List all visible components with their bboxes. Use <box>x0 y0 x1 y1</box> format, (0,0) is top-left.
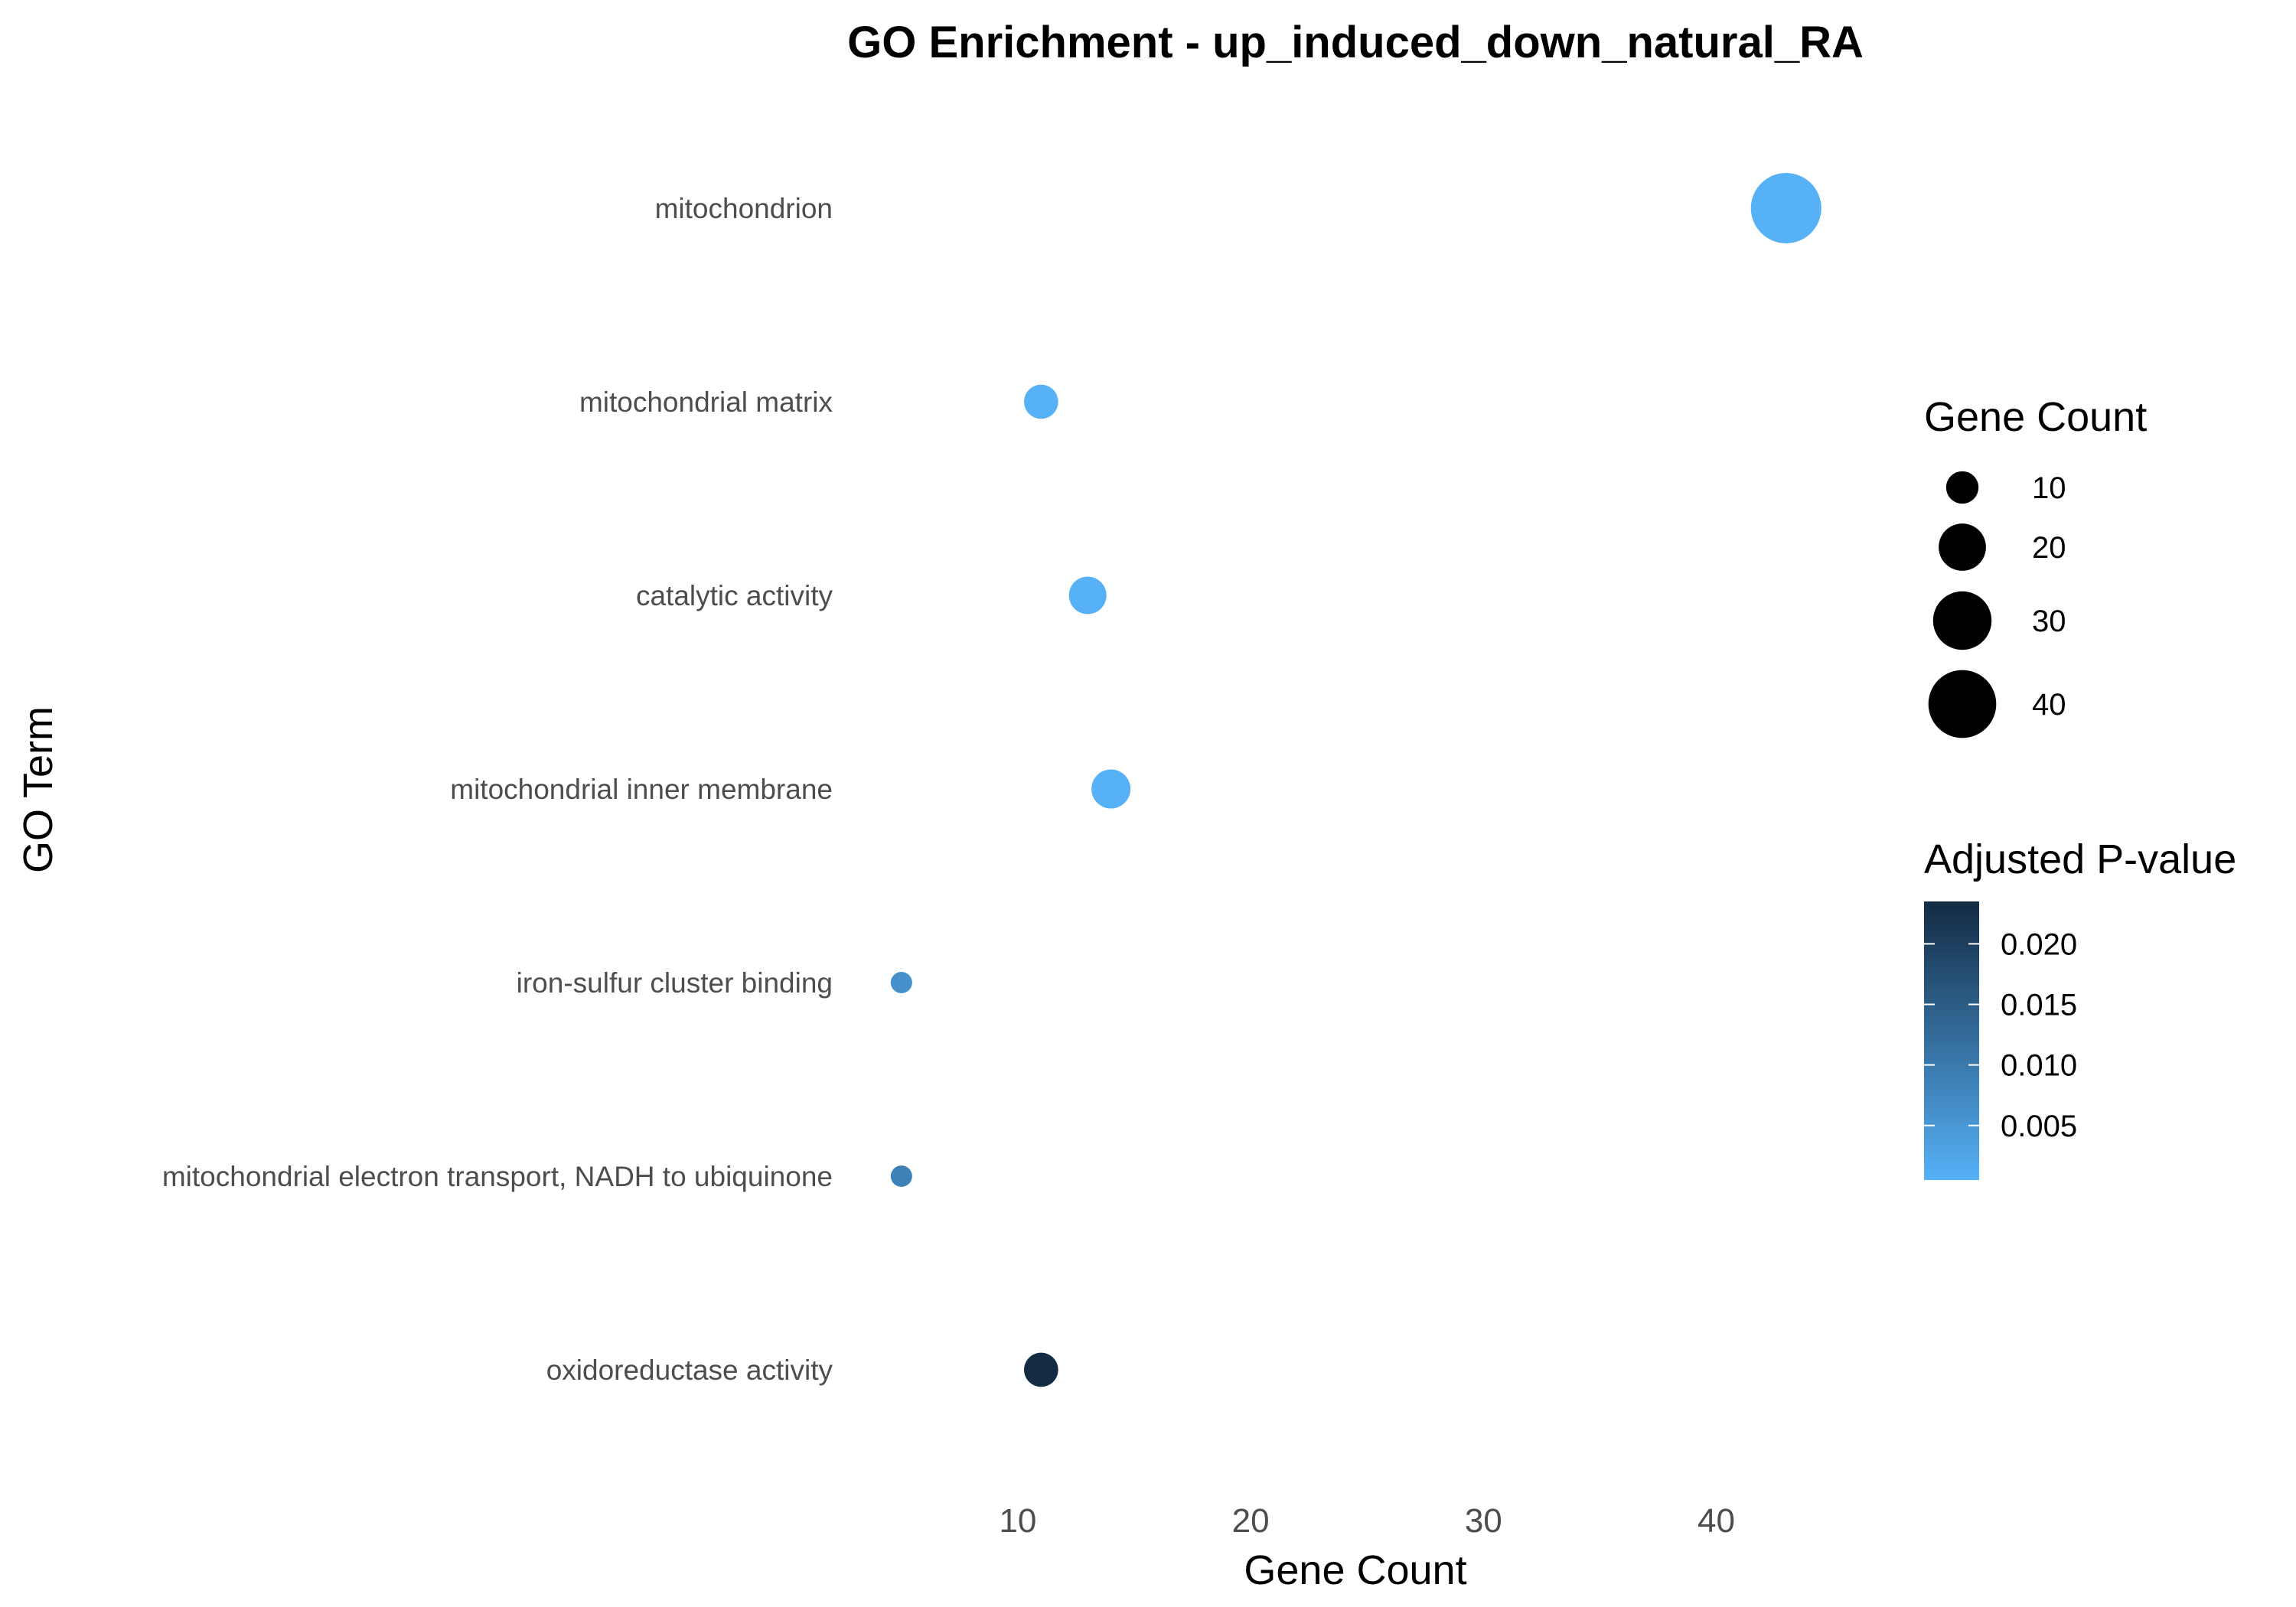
data-point <box>1068 576 1107 614</box>
size-legend-swatch <box>1939 523 1986 571</box>
y-tick-label: oxidoreductase activity <box>546 1354 833 1386</box>
y-tick-label: mitochondrial matrix <box>579 386 833 418</box>
x-tick-label: 20 <box>1232 1502 1270 1540</box>
y-axis-tick-labels: mitochondrion mitochondrial matrix catalyt… <box>162 193 833 1386</box>
color-legend-label: 0.015 <box>2001 989 2077 1022</box>
color-legend-label: 0.020 <box>2001 927 2077 961</box>
x-tick-label: 30 <box>1465 1502 1502 1540</box>
size-legend-label: 30 <box>2032 605 2066 638</box>
data-points <box>890 173 1821 1387</box>
y-tick-label: catalytic activity <box>636 580 833 611</box>
data-point <box>1024 1352 1058 1387</box>
y-tick-label: mitochondrial inner membrane <box>450 774 833 805</box>
y-tick-label: mitochondrial electron transport, NADH t… <box>162 1161 833 1192</box>
size-legend-swatch <box>1945 471 1979 504</box>
color-legend-label: 0.005 <box>2001 1110 2077 1143</box>
data-point <box>1091 769 1131 809</box>
size-legend-label: 40 <box>2032 688 2066 722</box>
data-point <box>1750 173 1821 243</box>
color-legend: Adjusted P-value 0.020 0.015 0.010 0.005 <box>1924 836 2236 1180</box>
size-legend: Gene Count 10 20 30 40 <box>1924 394 2147 738</box>
y-tick-label: mitochondrion <box>655 193 833 224</box>
data-point <box>890 972 912 993</box>
color-legend-bar <box>1924 901 1979 1180</box>
x-tick-label: 10 <box>999 1502 1036 1540</box>
y-axis-title: GO Term <box>15 706 61 873</box>
size-legend-swatch <box>1932 591 1992 650</box>
data-point <box>890 1165 912 1187</box>
chart-title: GO Enrichment - up_induced_down_natural_… <box>847 18 1864 67</box>
color-legend-title: Adjusted P-value <box>1924 836 2236 882</box>
x-tick-label: 40 <box>1698 1502 1735 1540</box>
x-axis-title: Gene Count <box>1244 1547 1466 1593</box>
data-point <box>1024 384 1058 419</box>
x-axis-tick-labels: 10 20 30 40 <box>999 1502 1735 1540</box>
y-tick-label: iron-sulfur cluster binding <box>517 967 833 999</box>
size-legend-label: 20 <box>2032 531 2066 565</box>
size-legend-title: Gene Count <box>1924 394 2147 440</box>
size-legend-swatch <box>1928 670 1997 738</box>
size-legend-label: 10 <box>2032 471 2066 505</box>
color-legend-label: 0.010 <box>2001 1049 2077 1083</box>
